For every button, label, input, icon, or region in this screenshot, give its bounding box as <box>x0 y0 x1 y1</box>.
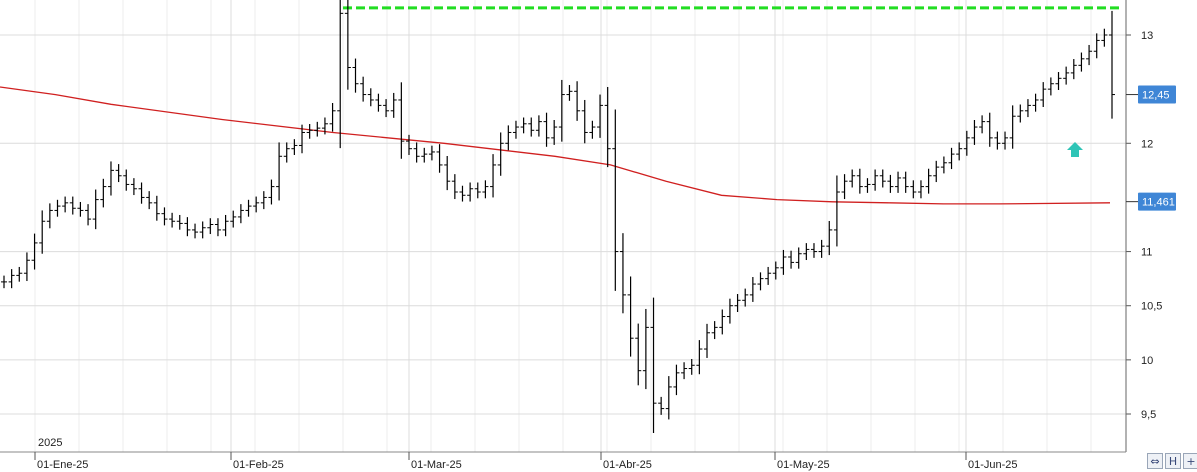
x-tick-label: 01-Feb-25 <box>233 459 284 471</box>
zoom-fit-button[interactable]: ⇔ <box>1147 453 1163 469</box>
moving-average-line <box>0 86 1111 205</box>
last-price-badge-box <box>1138 85 1176 104</box>
horizontal-gridlines <box>0 34 1126 415</box>
last-price-badge-text: 12,45 <box>1142 90 1170 102</box>
y-tick-label: 10,5 <box>1141 301 1162 313</box>
x-tick-label: 01-Ene-25 <box>37 459 88 471</box>
x-tick-label: 01-Jun-25 <box>968 459 1018 471</box>
home-button[interactable]: H <box>1165 453 1181 469</box>
y-tick-label: 11 <box>1141 247 1152 259</box>
y-tick-label: 12 <box>1141 138 1153 150</box>
corner-controls: ⇔ H + <box>1147 453 1197 469</box>
ma-value-badge-text: 11,461 <box>1142 197 1175 209</box>
ma-value-badge-box <box>1138 192 1176 211</box>
y-tick-label: 9,5 <box>1141 409 1156 421</box>
vertical-gridlines <box>34 0 1092 452</box>
year-label: 2025 <box>38 437 62 449</box>
price-badges: 12,45 11,461 <box>1126 85 1176 211</box>
up-arrow-shape <box>1067 142 1083 157</box>
signal-arrow-icon <box>1067 142 1083 157</box>
x-tick-label: 01-Abr-25 <box>603 459 652 471</box>
moving-average-layer <box>0 86 1111 205</box>
x-tick-label: 01-Mar-25 <box>411 459 462 471</box>
add-button[interactable]: + <box>1183 453 1197 469</box>
y-tick-label: 13 <box>1141 30 1153 42</box>
y-axis: 13 12 11 10,5 10 9,5 <box>1125 0 1162 452</box>
ohlc-bars-layer <box>1 0 1115 433</box>
y-tick-label: 10 <box>1141 355 1153 367</box>
x-axis: 01-Ene-25 01-Feb-25 01-Mar-25 01-Abr-25 01-M… <box>0 451 1126 471</box>
x-tick-label: 01-May-25 <box>777 459 830 471</box>
